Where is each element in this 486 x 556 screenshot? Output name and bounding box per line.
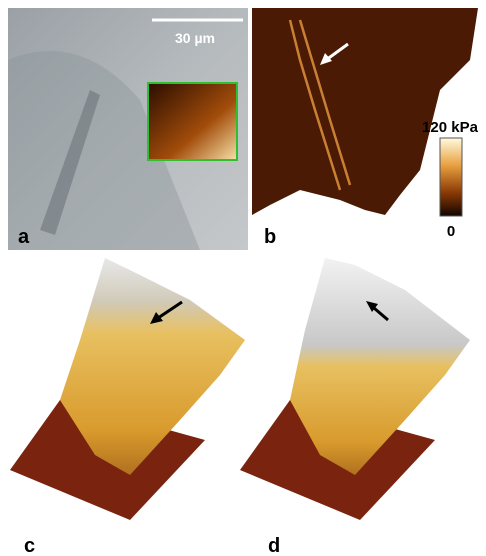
stress-fiber — [288, 19, 352, 191]
scale-bar-label: 30 µm — [175, 30, 215, 46]
arrow — [157, 300, 183, 320]
panel-label: a — [18, 226, 30, 248]
panel-label: b — [264, 226, 276, 248]
panel-label: d — [268, 535, 280, 556]
arrow — [325, 42, 349, 62]
arrow-head — [150, 312, 163, 324]
surface-3d — [60, 258, 245, 475]
inset — [147, 82, 238, 161]
arrow — [373, 306, 389, 322]
arrow-head — [320, 53, 332, 65]
surface-3d — [290, 258, 470, 475]
colorbar-min: 0 — [447, 223, 455, 240]
stiffness-map — [252, 8, 478, 215]
panel-label: c — [24, 535, 35, 556]
colorbar-max: 120 kPa — [422, 119, 479, 136]
colorbar — [439, 137, 463, 217]
cell-fiber — [40, 90, 100, 235]
arrow-head — [366, 301, 378, 312]
